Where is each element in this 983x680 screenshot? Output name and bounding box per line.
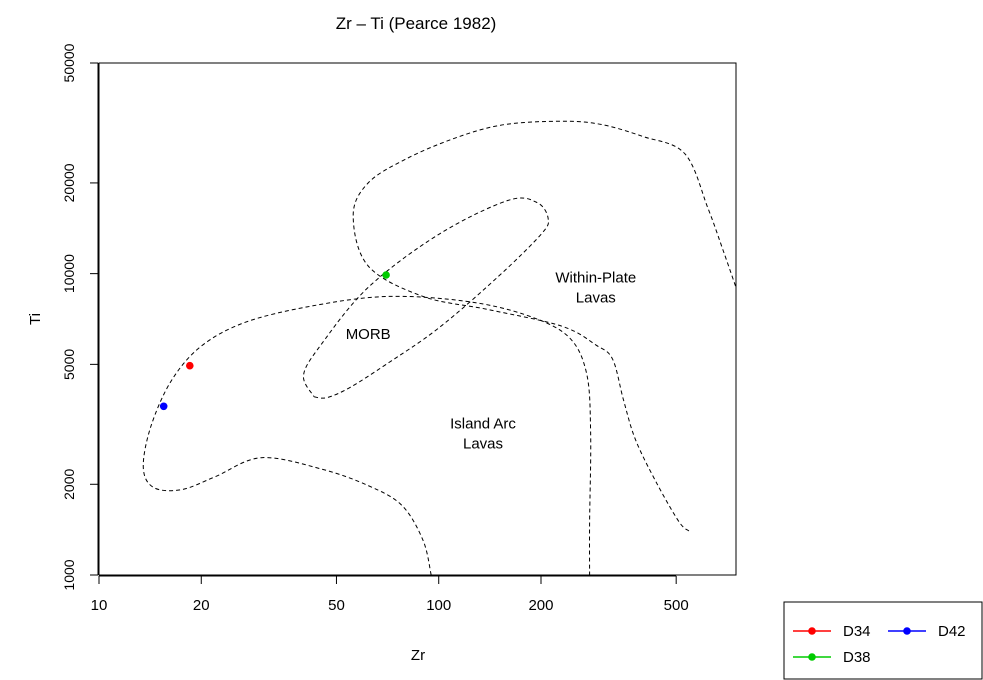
data-point-d34: [186, 361, 194, 370]
legend-marker: [808, 653, 816, 661]
x-tick-label: 500: [664, 597, 689, 614]
field-label: Within-Plate: [555, 269, 636, 286]
legend-item-d38: D38: [793, 649, 871, 666]
field-label: Lavas: [576, 289, 616, 306]
x-axis: 10 20 50 100 200 500: [91, 575, 689, 614]
legend-marker: [808, 627, 816, 635]
legend-label: D42: [938, 623, 966, 640]
legend-label: D34: [843, 623, 871, 640]
boundary-within-plate-lavas: [352, 120, 736, 532]
legend-item-d34: D34: [793, 623, 871, 640]
field-boundaries: [142, 120, 736, 575]
x-tick-label: 200: [528, 597, 553, 614]
y-tick-label: 2000: [61, 469, 77, 500]
boundary-morb: [302, 197, 549, 399]
legend-item-d42: D42: [888, 623, 966, 640]
y-tick-label: 5000: [61, 349, 77, 380]
chart-title: Zr – Ti (Pearce 1982): [336, 14, 497, 33]
y-tick-label: 10000: [61, 254, 77, 293]
x-tick-label: 100: [426, 597, 451, 614]
legend-label: D38: [843, 649, 871, 666]
boundary-island-arc-lavas: [142, 295, 592, 575]
x-axis-label: Zr: [411, 647, 425, 664]
field-label: Lavas: [463, 435, 503, 452]
field-label: Island Arc: [450, 415, 516, 432]
data-point-d38: [382, 271, 390, 279]
legend: D34 D42 D38: [783, 601, 983, 680]
x-tick-label: 50: [328, 597, 345, 614]
field-labels: Within-Plate Lavas MORB Island Arc Lavas: [346, 269, 637, 452]
y-tick-label: 20000: [61, 163, 77, 202]
y-axis: 1000 2000 5000 10000 20000 50000: [61, 43, 99, 591]
legend-box: [783, 601, 983, 680]
y-axis-label: Ti: [27, 313, 44, 325]
data-points: [159, 271, 390, 411]
x-tick-label: 20: [193, 597, 210, 614]
y-tick-label: 1000: [61, 559, 77, 590]
y-tick-label: 50000: [61, 43, 77, 82]
field-label: MORB: [346, 326, 391, 343]
x-tick-label: 10: [91, 597, 108, 614]
plot-frame: [98, 62, 737, 576]
legend-marker: [903, 627, 911, 635]
data-point-d42: [159, 402, 168, 411]
